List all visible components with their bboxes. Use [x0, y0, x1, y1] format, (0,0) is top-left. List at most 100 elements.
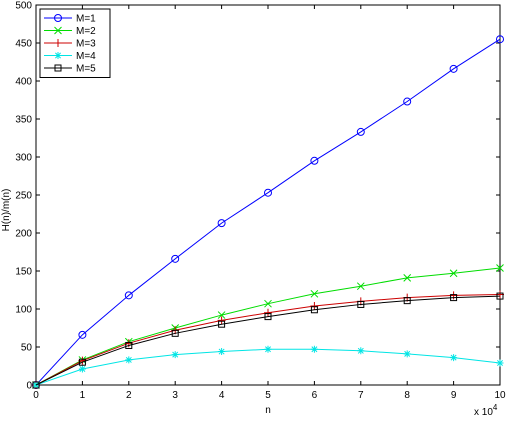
- legend-marker-m-3: [54, 39, 62, 47]
- data-point-m-5: [264, 313, 272, 321]
- data-point-m-3-shape: [310, 301, 319, 310]
- data-point-m-1-shape: [496, 35, 504, 44]
- legend-marker-m-2: [54, 26, 62, 35]
- series-line-m-3: [35, 294, 501, 386]
- data-point-m-4: [403, 350, 411, 358]
- data-point-m-1: [356, 127, 365, 136]
- data-point-m-2-shape: [496, 264, 504, 272]
- legend-entry-m-3: M=3: [44, 39, 96, 50]
- data-point-m-5: [171, 329, 179, 337]
- data-point-m-2-shape: [356, 282, 365, 291]
- legend-entry-m-5: M=5: [44, 64, 96, 75]
- x-tick-label: 8: [404, 390, 410, 401]
- data-point-m-2: [310, 289, 319, 298]
- data-point-m-3-shape: [217, 316, 226, 325]
- data-point-m-1: [403, 97, 412, 106]
- data-point-m-1-shape: [171, 254, 180, 263]
- data-point-m-4: [78, 365, 86, 373]
- data-point-m-2: [217, 311, 226, 319]
- y-tick-label: 200: [15, 229, 32, 240]
- data-point-m-5: [218, 320, 226, 328]
- series-m-1: [32, 35, 504, 389]
- legend: M=1M=2 M=3M=4 M=5: [39, 8, 111, 78]
- x-tick-label: 4: [219, 390, 225, 401]
- series-line-m-4: [35, 348, 501, 386]
- data-point-m-1-shape: [124, 291, 133, 300]
- data-point-m-5: [357, 300, 365, 308]
- data-point-m-5-shape: [32, 381, 40, 389]
- y-tick-label: 350: [15, 115, 32, 126]
- data-point-m-4-shape: [171, 351, 179, 359]
- x-tick-label: 3: [172, 390, 178, 401]
- data-point-m-2-shape: [217, 311, 226, 319]
- data-point-m-5-shape: [78, 358, 86, 366]
- legend-marker-m-4-shape: [54, 52, 62, 59]
- y-tick-label: 100: [15, 305, 32, 316]
- legend-label-m-1: M=1: [76, 14, 96, 25]
- series-m-2: [32, 264, 504, 389]
- y-axis-label: H(n)/m(n): [1, 189, 12, 232]
- x-tick-label: 9: [451, 390, 457, 401]
- legend-marker-m-5: [54, 64, 62, 72]
- data-point-m-4: [496, 359, 504, 367]
- series-m-5: [32, 292, 504, 389]
- series-m-3: [32, 290, 504, 389]
- data-point-m-1: [496, 35, 504, 44]
- x-tick-label: 2: [126, 390, 132, 401]
- data-point-m-1-shape: [403, 97, 412, 106]
- data-point-m-5-shape: [218, 320, 226, 328]
- data-point-m-5-shape: [310, 306, 318, 314]
- legend-marker-m-1: [54, 14, 62, 22]
- data-point-m-5-shape: [171, 329, 179, 337]
- legend-label-m-3: M=3: [76, 39, 96, 50]
- x-tick-label: 10: [494, 390, 506, 401]
- data-point-m-1-shape: [356, 127, 365, 136]
- legend-entry-m-1: M=1: [44, 14, 96, 25]
- data-point-m-2-shape: [449, 269, 458, 278]
- y-tick-label: 150: [15, 267, 32, 278]
- legend-marker-m-2-shape: [54, 26, 62, 35]
- legend-marker-m-3-shape: [54, 39, 62, 47]
- data-point-m-5: [403, 297, 411, 305]
- data-point-m-5: [125, 341, 133, 349]
- series-line-m-5: [35, 295, 501, 386]
- y-tick-label: 450: [15, 39, 32, 50]
- data-point-m-5: [32, 381, 40, 389]
- x-tick-label: 6: [312, 390, 318, 401]
- data-point-m-4-shape: [496, 359, 504, 367]
- data-point-m-3: [264, 308, 272, 317]
- data-point-m-5-shape: [403, 297, 411, 305]
- data-point-m-1: [171, 254, 180, 263]
- series-line-m-2: [35, 267, 501, 386]
- data-point-m-2: [449, 269, 458, 278]
- data-point-m-4: [310, 345, 318, 353]
- data-point-m-1: [217, 219, 226, 228]
- series-layer: [32, 35, 504, 389]
- data-point-m-4: [171, 351, 179, 359]
- data-point-m-1-shape: [264, 188, 272, 197]
- data-point-m-2: [264, 299, 272, 308]
- legend-marker-m-5-shape: [54, 64, 62, 72]
- data-point-m-5: [496, 292, 504, 300]
- legend-label-m-2: M=2: [76, 26, 96, 37]
- x-axis-multiplier-base: x 10: [474, 407, 493, 418]
- data-point-m-4: [357, 347, 365, 355]
- y-tick-label: 0: [26, 381, 32, 392]
- x-axis-multiplier-exponent: 4: [493, 403, 498, 412]
- data-point-m-4-shape: [125, 356, 133, 364]
- data-point-m-3: [310, 301, 319, 310]
- legend-marker-m-1-shape: [54, 14, 62, 22]
- data-point-m-3: [217, 316, 226, 325]
- legend-marker-m-4: [54, 52, 62, 59]
- series-m-4: [32, 345, 504, 389]
- data-point-m-2-shape: [403, 273, 412, 282]
- data-point-m-1: [449, 64, 458, 73]
- data-point-m-4-shape: [357, 347, 365, 355]
- data-point-m-1: [264, 188, 272, 197]
- x-tick-label: 0: [33, 390, 39, 401]
- legend-entry-m-2: M=2: [44, 26, 96, 37]
- data-point-m-2: [356, 282, 365, 291]
- x-axis-label: n: [265, 405, 271, 416]
